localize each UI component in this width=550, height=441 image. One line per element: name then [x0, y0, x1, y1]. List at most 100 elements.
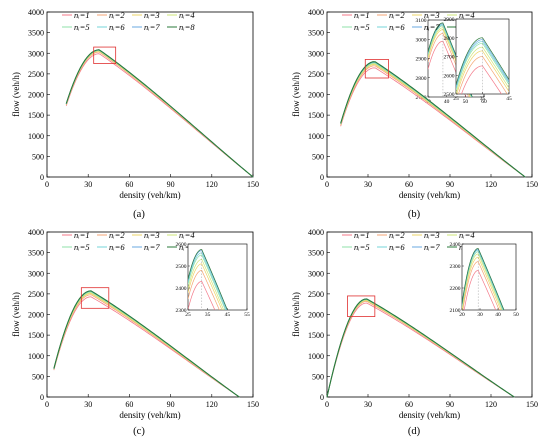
inset-x-tick-label: 50 — [513, 312, 519, 318]
y-tick-label: 1500 — [308, 111, 324, 120]
inset-zoom: 25 35 45 55 2300 2400 2500 2600 — [176, 242, 251, 318]
inset-series-line-1 — [188, 281, 216, 310]
legend-label-3: nᵢ=3 — [424, 10, 440, 20]
legend-label-1: nᵢ=1 — [354, 230, 370, 240]
x-axis-label: density (veh/km) — [399, 190, 460, 200]
x-tick-label: 150 — [526, 180, 538, 189]
legend-label-1: nᵢ=1 — [74, 10, 90, 20]
y-axis-label: flow (veh/h) — [11, 292, 21, 337]
legend-label-4: nᵢ=4 — [179, 10, 195, 20]
inset-series-line-2 — [462, 261, 500, 310]
inset-x-tick-label: 40 — [444, 99, 450, 105]
inset-x-tick-label: 40 — [495, 312, 501, 318]
inset-y-tick-label: 3100 — [416, 18, 427, 24]
legend-label-2: nᵢ=2 — [109, 230, 125, 240]
x-tick-label: 120 — [206, 180, 218, 189]
y-axis-label: flow (veh/h) — [291, 292, 301, 337]
series-line-1 — [53, 296, 240, 398]
series-line-4 — [326, 299, 515, 398]
inset-y-tick-label: 2900 — [416, 57, 427, 63]
x-tick-label: 120 — [485, 400, 497, 409]
inset-y-tick-label: 2600 — [444, 73, 455, 79]
legend-label-1: nᵢ=1 — [74, 230, 90, 240]
legend-label-5: nᵢ=5 — [74, 22, 90, 32]
panel-2: 0 30 60 90 120 150050010001500200025003000350… — [291, 8, 538, 220]
x-tick-label: 90 — [446, 180, 454, 189]
y-tick-label: 500 — [312, 152, 324, 161]
inset-y-tick-label: 2200 — [450, 286, 461, 292]
inset-series-line-5 — [188, 254, 226, 310]
y-tick-label: 1500 — [28, 111, 44, 120]
panel-1: 0 30 60 90 120 150050010001500200025003000350… — [11, 8, 487, 220]
x-tick-label: 0 — [325, 400, 329, 409]
inset-x-tick-label: 45 — [506, 96, 512, 102]
inset-y-tick-label: 2300 — [176, 308, 187, 314]
x-tick-label: 60 — [125, 400, 133, 409]
zoom-region-box — [347, 295, 376, 317]
panel-label: (c) — [133, 426, 145, 437]
series-line-3 — [326, 300, 515, 398]
x-tick-label: 0 — [45, 180, 49, 189]
inset-series-line-3 — [462, 256, 502, 310]
x-tick-label: 0 — [45, 400, 49, 409]
legend-label-2: nᵢ=2 — [389, 10, 405, 20]
series-line-7 — [326, 298, 515, 398]
inset-y-tick-label: 2700 — [444, 55, 455, 61]
legend-label-3: nᵢ=3 — [144, 230, 160, 240]
inset-x-tick-label: 35 — [205, 312, 211, 318]
series-line-6 — [65, 49, 254, 178]
legend-label-6: nᵢ=6 — [109, 242, 125, 252]
y-tick-label: 0 — [320, 393, 324, 402]
inset-x-tick-label: 25 — [453, 96, 459, 102]
x-axis-label: density (veh/km) — [119, 190, 180, 200]
inset-series-line-3 — [188, 263, 223, 310]
y-tick-label: 4000 — [308, 228, 324, 237]
inset-y-tick-label: 2400 — [450, 242, 461, 248]
series-line-2 — [65, 51, 254, 178]
series-line-2 — [326, 300, 515, 398]
y-tick-label: 0 — [40, 173, 44, 182]
y-tick-label: 0 — [320, 173, 324, 182]
zoom-region-box — [364, 59, 389, 79]
legend-label-6: nᵢ=6 — [109, 22, 125, 32]
y-tick-label: 3500 — [28, 29, 44, 38]
zoom-region-box — [80, 287, 110, 309]
zoom-region-box — [93, 46, 117, 64]
y-tick-label: 1500 — [308, 331, 324, 340]
y-tick-label: 500 — [312, 372, 324, 381]
x-tick-label: 60 — [125, 180, 133, 189]
inset-y-tick-label: 2700 — [416, 95, 427, 101]
inset-series-line-5 — [462, 251, 504, 310]
inset-y-tick-label: 2900 — [444, 17, 455, 23]
x-tick-label: 120 — [485, 180, 497, 189]
y-tick-label: 3000 — [308, 49, 324, 58]
legend-label-7: nᵢ=7 — [144, 242, 160, 252]
legend-label-7: nᵢ=7 — [144, 22, 160, 32]
panel-label: (d) — [408, 426, 421, 437]
y-tick-label: 3000 — [308, 269, 324, 278]
inset-y-tick-label: 2300 — [450, 264, 461, 270]
legend-label-2: nᵢ=2 — [109, 10, 125, 20]
inset-series-line-4 — [462, 253, 503, 310]
y-tick-label: 4000 — [28, 228, 44, 237]
inset-x-tick-label: 60 — [481, 99, 487, 105]
y-tick-label: 1000 — [308, 132, 324, 141]
y-tick-label: 1000 — [28, 132, 44, 141]
y-axis-label: flow (veh/h) — [11, 72, 21, 117]
inset-series-line-8 — [188, 249, 228, 310]
inset-x-tick-label: 20 — [459, 312, 465, 318]
series-line-1 — [326, 302, 515, 398]
x-tick-label: 30 — [364, 400, 372, 409]
inset-series-line-8 — [462, 248, 505, 310]
inset-y-tick-label: 2500 — [444, 92, 455, 98]
inset-series-line-1 — [463, 270, 497, 310]
inset-curves — [462, 248, 505, 310]
series-line-3 — [65, 50, 254, 178]
series-line-1 — [65, 53, 254, 178]
legend-label-5: nᵢ=5 — [354, 22, 370, 32]
y-tick-label: 3000 — [28, 269, 44, 278]
x-tick-label: 150 — [247, 180, 259, 189]
inset-y-tick-label: 2100 — [450, 308, 461, 314]
x-tick-label: 150 — [526, 400, 538, 409]
